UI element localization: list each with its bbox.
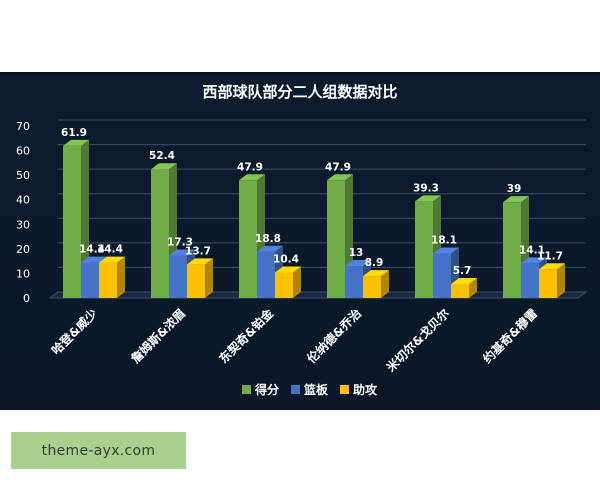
legend-item: 助攻	[340, 382, 378, 397]
chart-panel: 西部球队部分二人组数据对比 61.9 14.4 14.4 52.4 17.3 13.7 47…	[0, 72, 600, 410]
data-label: 14.4	[97, 244, 123, 256]
watermark-text: theme-ayx.com	[41, 442, 156, 459]
watermark-box: theme-ayx.com	[11, 432, 186, 469]
bar	[275, 266, 301, 298]
legend-swatch	[291, 385, 300, 394]
data-labels: 61.9 14.414.4 52.4 17.313.7 47.9 18.8 10.4 47.9…	[61, 127, 563, 277]
category-label: 哈登&威少	[48, 306, 100, 358]
bar	[539, 263, 565, 298]
legend-label: 助攻	[353, 382, 378, 397]
category-label: 伦纳德&乔治	[304, 306, 364, 366]
legend-item: 篮板	[291, 382, 329, 397]
data-label: 18.1	[431, 235, 457, 247]
category-label: 詹姆斯&浓眉	[128, 306, 188, 366]
bars	[63, 139, 565, 298]
bar	[451, 277, 477, 298]
data-label: 17.3	[167, 236, 193, 248]
y-tick-label: 40	[16, 194, 30, 207]
legend-label: 篮板	[303, 382, 329, 397]
y-tick-label: 0	[23, 292, 30, 305]
legend: 得分 篮板 助攻	[242, 382, 378, 397]
data-label: 14.1	[519, 244, 545, 256]
category-label: 东契奇&铂金	[216, 305, 277, 366]
data-label: 18.8	[255, 233, 281, 245]
data-label: 10.4	[273, 253, 299, 265]
y-tick-label: 50	[16, 169, 30, 182]
category-label: 米切尔&戈贝尔	[383, 306, 452, 375]
y-tick-label: 70	[16, 120, 30, 133]
data-label: 47.9	[237, 161, 263, 173]
legend-swatch	[340, 385, 349, 394]
data-label: 47.9	[325, 161, 351, 173]
data-label: 5.7	[453, 265, 472, 277]
data-label: 13.7	[185, 245, 211, 257]
category-label: 约基奇&穆雷	[480, 306, 540, 366]
data-label: 13	[349, 247, 364, 259]
data-label: 8.9	[365, 257, 384, 269]
bar	[363, 270, 389, 298]
legend-swatch	[242, 385, 251, 394]
legend-item: 得分	[242, 382, 279, 397]
bar	[99, 256, 125, 298]
chart-title: 西部球队部分二人组数据对比	[202, 83, 397, 101]
bar	[187, 258, 213, 298]
y-tick-label: 30	[16, 218, 30, 231]
data-label: 39	[507, 183, 522, 195]
y-tick-label: 10	[16, 267, 30, 280]
data-label: 39.3	[413, 182, 439, 194]
data-label: 61.9	[61, 127, 87, 139]
data-label: 11.7	[537, 250, 563, 262]
data-label: 52.4	[149, 150, 175, 162]
bar-chart: 西部球队部分二人组数据对比 61.9 14.414.4 52.4 17.313.7 47…	[16, 83, 588, 397]
data-label: 14.4	[79, 244, 105, 256]
y-tick-label: 20	[16, 243, 30, 256]
legend-label: 得分	[254, 382, 279, 397]
y-tick-label: 60	[16, 145, 30, 158]
